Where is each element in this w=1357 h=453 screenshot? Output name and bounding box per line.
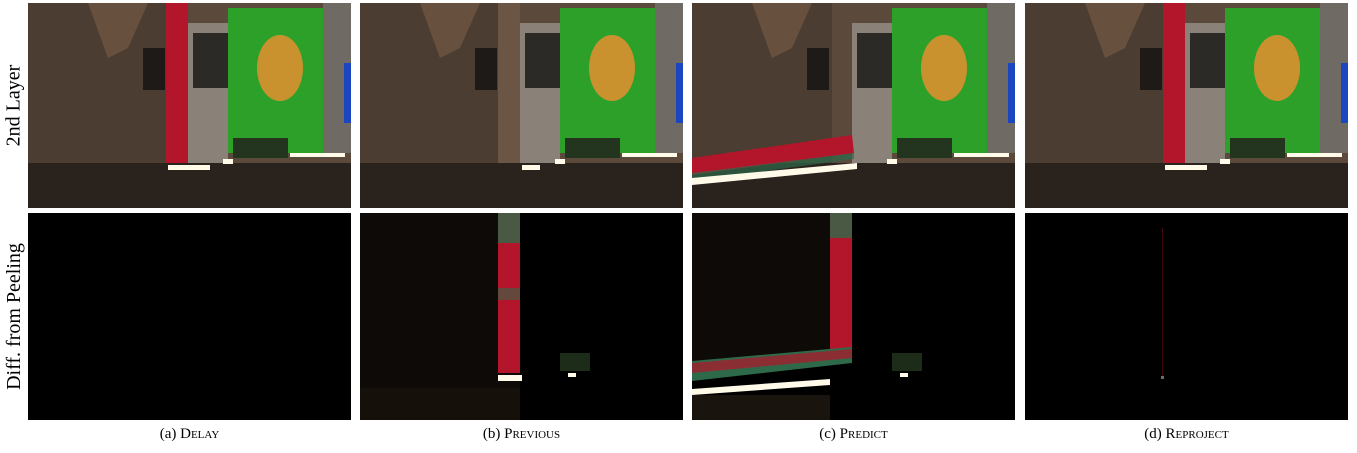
panel-reproject-difference [1025, 213, 1348, 420]
caption-prefix: (d) [1144, 426, 1166, 442]
row-label-2nd-layer: 2nd Layer [0, 3, 28, 208]
scene-image [360, 3, 683, 208]
caption-predict: (c) Predict [692, 426, 1015, 443]
caption-method: Predict [839, 426, 888, 442]
difference-image [1025, 213, 1348, 420]
panel-delay-difference [28, 213, 351, 420]
scene-image [692, 3, 1015, 208]
caption-delay: (a) Delay [28, 426, 351, 443]
row-label-text: Diff. from Peeling [2, 243, 25, 390]
scene-image [28, 3, 351, 208]
panel-previous-difference [360, 213, 683, 420]
caption-previous: (b) Previous [360, 426, 683, 443]
panel-reproject-2nd-layer [1025, 3, 1348, 208]
scene-image [1025, 3, 1348, 208]
caption-reproject: (d) Reproject [1025, 426, 1348, 443]
caption-method: Previous [504, 426, 561, 442]
difference-image [28, 213, 351, 420]
caption-method: Reproject [1165, 426, 1229, 442]
panel-delay-2nd-layer [28, 3, 351, 208]
caption-prefix: (a) [159, 426, 181, 442]
caption-method: Delay [180, 426, 220, 442]
panel-predict-2nd-layer [692, 3, 1015, 208]
difference-image [692, 213, 1015, 420]
panel-previous-2nd-layer [360, 3, 683, 208]
caption-prefix: (b) [482, 426, 505, 442]
panel-predict-difference [692, 213, 1015, 420]
caption-prefix: (c) [819, 426, 840, 442]
row-label-diff-from-peeling: Diff. from Peeling [0, 213, 28, 420]
row-label-text: 2nd Layer [2, 64, 25, 147]
difference-image [360, 213, 683, 420]
